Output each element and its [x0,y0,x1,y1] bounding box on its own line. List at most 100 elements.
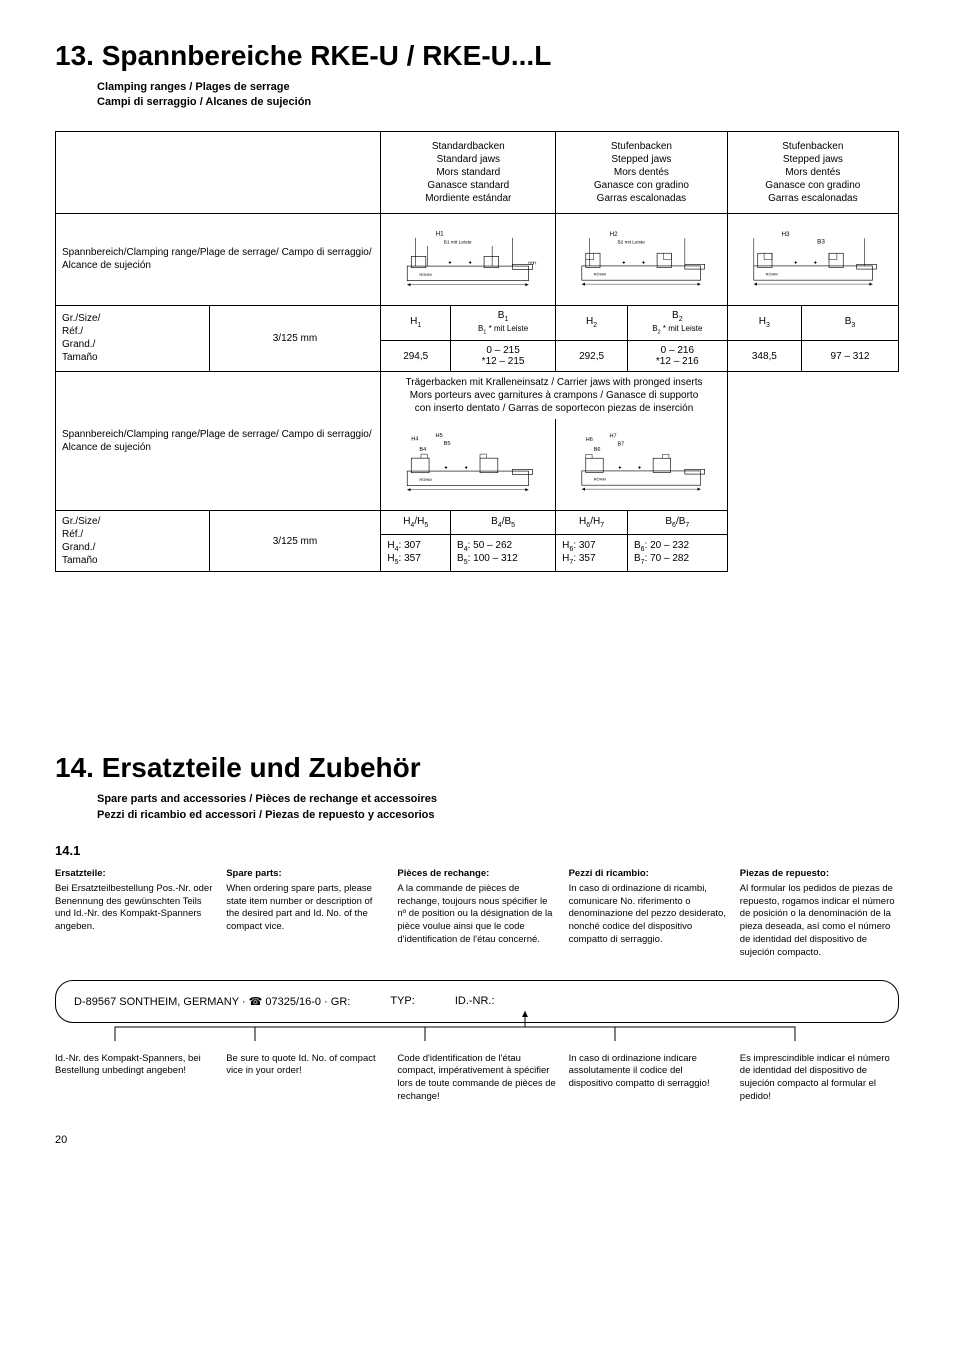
bottom-note-es: Es imprescindible indicar el número de i… [740,1053,899,1104]
b2-header: B2B2 * mit Leiste [627,305,727,340]
b4b5-value: B4: 50 – 262B5: 100 – 312 [451,534,556,571]
bottom-note-it: In caso di ordinazione indicare assoluta… [569,1053,728,1104]
svg-text:✦: ✦ [793,259,798,266]
parts-col-en: Spare parts: When ordering spare parts, … [226,868,385,960]
svg-text:✦: ✦ [813,259,818,266]
section-14-subtitle: Spare parts and accessories / Pièces de … [97,792,899,823]
spare-parts-grid: Ersatzteile: Bei Ersatzteilbestellung Po… [55,868,899,960]
svg-text:✦: ✦ [637,465,642,472]
svg-text:H4: H4 [412,437,419,443]
svg-text:✦: ✦ [444,465,449,472]
subtitle-line-1: Clamping ranges / Plages de serrage [97,80,899,95]
diagram-h1: H1 B1 mit Leiste ✦ ✦ RÖHM [381,213,556,305]
order-idnr: ID.-NR.: [455,995,495,1007]
b1-header: B1B1 * mit Leiste [451,305,556,340]
b3-header: B3 [802,305,899,340]
svg-text:B7: B7 [618,442,625,448]
size-label-2: Gr./Size/ Réf./ Grand./ Tamaño [56,511,210,572]
diagram-h4h5: H4 H5 B5 B4 ✦ ✦ RÖHM [381,419,556,511]
svg-text:H1: H1 [436,230,445,237]
parts-title-it: Pezzi di ricambio: [569,868,728,881]
h4h5-value: H4: 307H5: 357 [381,534,451,571]
h6h7-value: H6: 307H7: 357 [556,534,628,571]
h3-header: H3 [727,305,801,340]
svg-text:H3: H3 [781,231,790,238]
col-header-stepped-1: Stufenbacken Stepped jaws Mors dentés Ga… [556,131,728,213]
svg-text:B3: B3 [817,239,825,246]
bottom-note-en: Be sure to quote Id. No. of compact vice… [226,1053,385,1104]
clamping-range-table: Standardbacken Standard jaws Mors standa… [55,131,899,572]
svg-text:B5: B5 [444,441,451,447]
order-box-wrapper: D-89567 SONTHEIM, GERMANY · ☎ 07325/16-0… [55,980,899,1023]
b1-value: 0 – 215 *12 – 215 [451,341,556,372]
svg-text:RÖHM: RÖHM [420,477,433,482]
parts-title-es: Piezas de repuesto: [740,868,899,881]
parts-col-es: Piezas de repuesto: Al formular los pedi… [740,868,899,960]
section-14-title: 14. Ersatzteile und Zubehör [55,752,899,784]
order-address: D-89567 SONTHEIM, GERMANY · ☎ 07325/16-0… [74,995,350,1008]
svg-text:H7: H7 [610,434,617,440]
h2-header: H2 [556,305,628,340]
parts-title-de: Ersatzteile: [55,868,214,881]
parts-title-en: Spare parts: [226,868,385,881]
parts-text-es: Al formular los pedidos de piezas de rep… [740,883,899,960]
svg-text:✦: ✦ [468,259,473,266]
b2-value: 0 – 216 *12 – 216 [627,341,727,372]
diagram-h6h7: H6 H7 B7 B6 ✦ ✦ RÖHM [556,419,728,511]
size-value-2: 3/125 mm [209,511,381,572]
svg-text:RÖHM: RÖHM [594,271,606,276]
svg-text:B4: B4 [420,447,427,453]
svg-text:✦: ✦ [448,259,453,266]
order-typ: TYP: [390,995,414,1007]
svg-text:✦: ✦ [618,465,623,472]
arrow-connector [55,1011,905,1051]
svg-text:✦: ✦ [464,465,469,472]
range-label: Spannbereich/Clamping range/Plage de ser… [56,213,381,305]
section-13-title: 13. Spannbereiche RKE-U / RKE-U...L [55,40,899,72]
b6b7-header: B6/B7 [627,511,727,535]
parts-col-it: Pezzi di ricambio: In caso di ordinazion… [569,868,728,960]
carrier-note: Trägerbacken mit Kralleneinsatz / Carrie… [381,372,727,420]
parts-text-en: When ordering spare parts, please state … [226,883,385,934]
size-value: 3/125 mm [209,305,381,371]
h2-value: 292,5 [556,341,628,372]
bottom-note-fr: Code d'identification de l'étau compact,… [397,1053,556,1104]
subtitle-14-1: Spare parts and accessories / Pièces de … [97,792,899,807]
col-header-stepped-2: Stufenbacken Stepped jaws Mors dentés Ga… [727,131,898,213]
parts-title-fr: Pièces de rechange: [397,868,556,881]
svg-text:H6: H6 [586,437,593,443]
svg-text:B6: B6 [594,447,601,453]
svg-text:H2: H2 [610,231,619,238]
col-header-standard: Standardbacken Standard jaws Mors standa… [381,131,556,213]
b3-value: 97 – 312 [802,341,899,372]
svg-text:✦: ✦ [622,259,627,266]
parts-text-it: In caso di ordinazione di ricambi, comun… [569,883,728,947]
page-number: 20 [55,1134,899,1146]
section-14-1-num: 14.1 [55,843,899,858]
svg-text:B1 mit Leiste: B1 mit Leiste [444,239,472,245]
svg-text:✦: ✦ [641,259,646,266]
h3-value: 348,5 [727,341,801,372]
diagram-h3: H3 B3 ✦ ✦ RÖHM [727,213,898,305]
h4h5-header: H4/H5 [381,511,451,535]
bottom-note-de: Id.-Nr. des Kompakt-Spanners, bei Bestel… [55,1053,214,1104]
parts-col-fr: Pièces de rechange: A la commande de piè… [397,868,556,960]
svg-text:H5: H5 [436,433,443,439]
svg-text:RÖHM: RÖHM [765,271,777,276]
svg-text:B2 mit Leiste: B2 mit Leiste [618,240,646,246]
h6h7-header: H6/H7 [556,511,628,535]
section-13-subtitle: Clamping ranges / Plages de serrage Camp… [97,80,899,111]
h1-header: H1 [381,305,451,340]
svg-text:RÖHM: RÖHM [594,477,606,482]
parts-text-de: Bei Ersatzteilbestellung Pos.-Nr. oder B… [55,883,214,934]
size-label: Gr./Size/ Réf./ Grand./ Tamaño [56,305,210,371]
b6b7-value: B6: 20 – 232B7: 70 – 282 [627,534,727,571]
diagram-h2: H2 B2 mit Leiste ✦ ✦ RÖHM [556,213,728,305]
subtitle-14-2: Pezzi di ricambio ed accessori / Piezas … [97,808,899,823]
h1-value: 294,5 [381,341,451,372]
parts-text-fr: A la commande de pièces de rechange, tou… [397,883,556,947]
bottom-notes-grid: Id.-Nr. des Kompakt-Spanners, bei Bestel… [55,1053,899,1104]
subtitle-line-2: Campi di serraggio / Alcanes de sujeción [97,95,899,110]
svg-text:RÖHM: RÖHM [420,272,433,277]
parts-col-de: Ersatzteile: Bei Ersatzteilbestellung Po… [55,868,214,960]
